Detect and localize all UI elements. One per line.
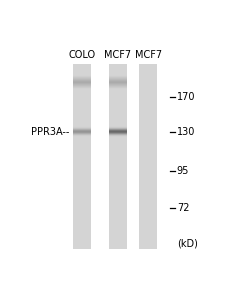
Text: 170: 170 [176, 92, 194, 102]
Bar [73, 64, 91, 248]
Bar [139, 64, 156, 248]
Text: PPR3A--: PPR3A-- [30, 127, 69, 137]
Text: 130: 130 [176, 127, 194, 137]
Text: (kD): (kD) [176, 239, 197, 249]
Text: COLO: COLO [68, 50, 95, 60]
Text: 95: 95 [176, 166, 188, 176]
Bar [109, 64, 126, 248]
Text: 72: 72 [176, 203, 188, 213]
Text: MCF7: MCF7 [134, 50, 161, 60]
Text: MCF7: MCF7 [104, 50, 131, 60]
